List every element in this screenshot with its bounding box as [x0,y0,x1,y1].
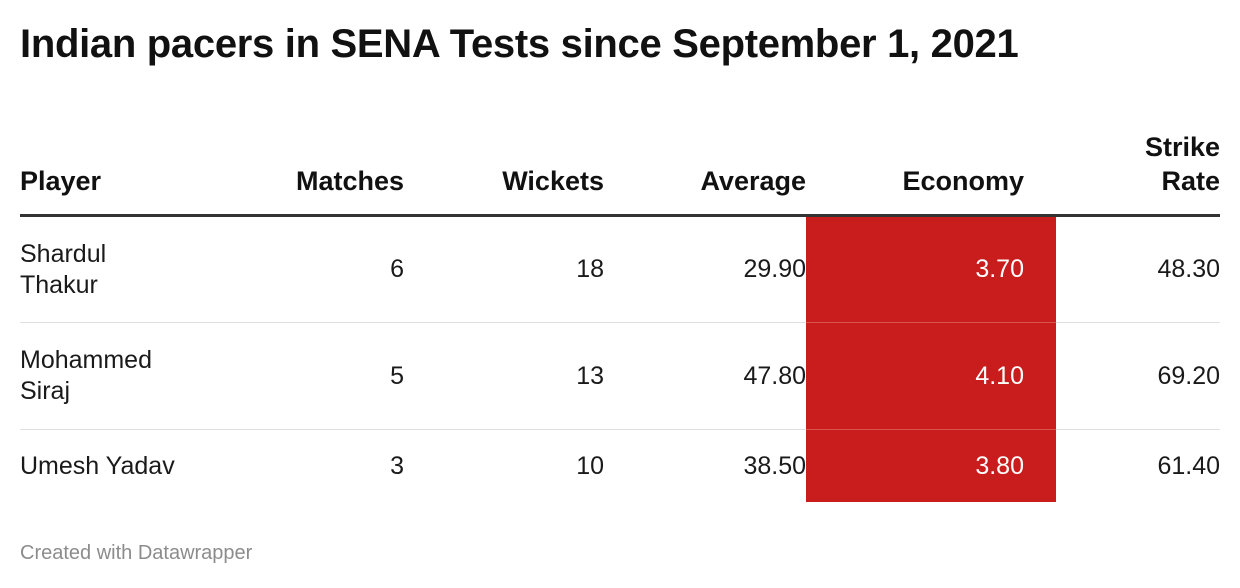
footer-credit: Created with Datawrapper [20,542,253,564]
cell-player: Shardul Thakur [20,215,210,323]
cell-wickets: 10 [576,451,604,480]
cell-average: 47.80 [604,322,806,430]
cell-economy: 3.70 [806,215,1056,323]
data-table: Player Matches Wickets Average Economy S… [20,120,1220,502]
chart-title: Indian pacers in SENA Tests since Septem… [20,22,1019,66]
cell-matches: 5 [210,322,404,430]
strike-rate-label: Strike Rate [1144,132,1220,196]
cell-matches: 6 [210,215,404,323]
table-row: Umesh Yadav 3 10 38.50 3.80 61.40 [20,429,1220,502]
cell-player: Umesh Yadav [20,451,175,480]
cell-strike-rate: 48.30 [1056,215,1220,323]
cell-strike-rate: 69.20 [1056,322,1220,430]
cell-economy: 3.80 [806,429,1056,502]
player-name: Shardul Thakur [20,239,107,299]
cell-player: Mohammed Siraj [20,322,210,430]
cell-average: 29.90 [604,215,806,323]
column-header-wickets: Wickets [404,120,604,217]
cell-economy: 4.10 [806,322,1056,430]
table-row: Mohammed Siraj 5 13 47.80 4.10 69.20 [20,322,1220,430]
player-name: Mohammed Siraj [20,346,152,405]
column-header-economy: Economy [806,120,1056,217]
cell-average: 38.50 [743,451,806,480]
column-header-player: Player [20,120,210,217]
cell-wickets: 13 [404,322,604,430]
table-row: Shardul Thakur 6 18 29.90 3.70 48.30 [20,215,1220,323]
header-row: Player Matches Wickets Average Economy S… [20,120,1220,217]
column-header-matches: Matches [210,120,404,217]
cell-wickets: 18 [404,215,604,323]
column-header-average: Average [604,120,806,217]
cell-matches: 3 [390,451,404,480]
cell-strike-rate: 61.40 [1157,451,1220,480]
column-header-strike-rate: Strike Rate [1056,120,1220,217]
